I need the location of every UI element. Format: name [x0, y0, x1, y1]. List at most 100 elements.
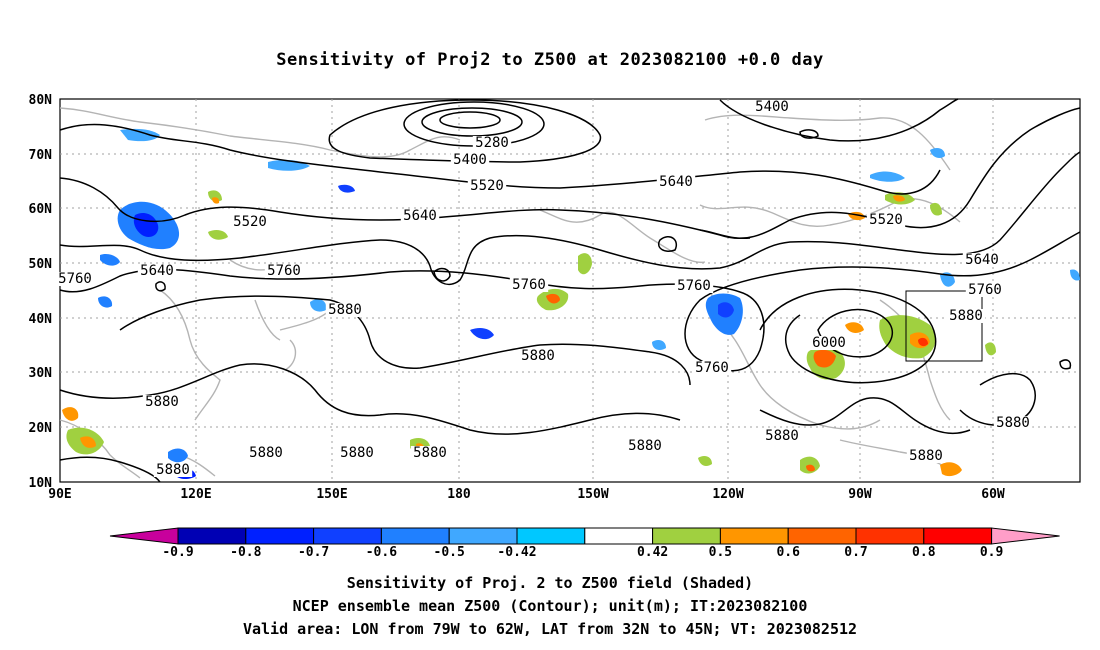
- caption-line-3: Valid area: LON from 79W to 62W, LAT fro…: [242, 620, 858, 638]
- lat-tick-label: 30N: [29, 366, 53, 381]
- colorbar-swatch: [380, 527, 450, 545]
- contour-label: 5880: [909, 448, 943, 464]
- colorbar-swatch: [584, 527, 654, 545]
- contour-label: 5880: [249, 445, 283, 461]
- shade-blob: [870, 171, 905, 182]
- contour-label-bg: [518, 349, 558, 363]
- lon-tick-label: 150W: [577, 487, 608, 502]
- shade-blob: [133, 213, 159, 237]
- colorbar-high-end: [991, 527, 1060, 545]
- colorbar-swatch: [787, 527, 857, 545]
- shade-blob: [698, 456, 712, 466]
- colorbar-swatch: [516, 527, 586, 545]
- contour-label: 5400: [453, 152, 487, 168]
- contour-label-bg: [809, 336, 849, 350]
- lat-tick-label: 60N: [29, 202, 53, 217]
- contour-label: 5760: [677, 278, 711, 294]
- lat-axis-labels: 80N 70N 60N 50N 40N 30N 20N 10N: [29, 93, 53, 491]
- shade-blob: [930, 148, 945, 158]
- shade-blob: [940, 462, 962, 477]
- shade-blob: [100, 253, 120, 266]
- shade-blob: [1070, 269, 1080, 281]
- lon-axis-labels: 90E 120E 150E 180 150W 120W 90W 60W: [48, 487, 1005, 502]
- lon-tick-label: 180: [447, 487, 471, 502]
- colorbar-label: 0.7: [844, 545, 867, 560]
- lat-tick-label: 70N: [29, 148, 53, 163]
- lat-tick-label: 20N: [29, 421, 53, 436]
- shade-blob: [845, 322, 864, 333]
- shade-blob: [212, 197, 220, 204]
- sensitivity-shading: [62, 128, 1080, 479]
- contour-label: 5640: [140, 263, 174, 279]
- colorbar-swatch: [855, 527, 925, 545]
- lon-tick-label: 120W: [712, 487, 743, 502]
- colorbar-swatch: [448, 527, 518, 545]
- colorbar-label: 0.9: [980, 545, 1003, 560]
- contour-label-bg: [946, 309, 986, 323]
- contour-label-bg: [450, 153, 490, 167]
- lat-tick-label: 50N: [29, 257, 53, 272]
- contour-label: 5640: [965, 252, 999, 268]
- colorbar-label: 0.5: [709, 545, 732, 560]
- shade-blob: [652, 340, 666, 350]
- lon-tick-label: 150E: [316, 487, 347, 502]
- contour-label: 5880: [628, 438, 662, 454]
- plot-title: Sensitivity of Proj2 to Z500 at 20230821…: [276, 50, 824, 70]
- contour-label: 5760: [58, 271, 92, 287]
- contour-label: 5880: [340, 445, 374, 461]
- colorbar-swatch: [652, 527, 721, 545]
- colorbar-label: -0.42: [497, 545, 536, 560]
- contour-label-bg: [625, 439, 665, 453]
- contour-label: 5640: [659, 174, 693, 190]
- contour-label-bg: [906, 449, 946, 463]
- contour-label: 5880: [413, 445, 447, 461]
- contour-label-bg: [142, 395, 182, 409]
- contour-label-bg: [153, 463, 193, 477]
- colorbar-label: -0.8: [230, 545, 261, 560]
- contour-label-bg: [692, 361, 732, 375]
- contour-label: 5520: [869, 212, 903, 228]
- contour-label: 5880: [328, 302, 362, 318]
- contour-label-bg: [656, 175, 696, 189]
- contour-label: 5280: [475, 135, 509, 151]
- contour-label-bg: [230, 215, 270, 229]
- shade-blob: [985, 342, 996, 356]
- shade-blob: [918, 337, 928, 347]
- contour-label-bg: [993, 416, 1033, 430]
- contour-label: 5880: [765, 428, 799, 444]
- contour-label: 5760: [968, 282, 1002, 298]
- contour-label: 5400: [755, 99, 789, 115]
- shade-blob: [98, 296, 113, 308]
- contour-label-bg: [467, 179, 507, 193]
- valid-area-box: [905, 290, 983, 362]
- contour-label: 5880: [996, 415, 1030, 431]
- contour-label-bg: [472, 136, 512, 150]
- lat-tick-label: 40N: [29, 312, 53, 327]
- caption-line-1: Sensitivity of Proj. 2 to Z500 field (Sh…: [346, 574, 754, 592]
- colorbar: -0.9 -0.8 -0.7 -0.6 -0.5 -0.42 0.42 0.5 0.6 0.7 0.…: [109, 527, 1060, 560]
- shade-blob: [208, 229, 228, 240]
- lat-tick-label: 10N: [29, 476, 53, 491]
- contour-label: 5880: [521, 348, 555, 364]
- contour-label-bg: [866, 213, 906, 227]
- lon-tick-label: 60W: [981, 487, 1005, 502]
- contour-label: 5880: [949, 308, 983, 324]
- contour-label-bg: [400, 209, 440, 223]
- caption-line-2: NCEP ensemble mean Z500 (Contour); unit(…: [292, 597, 808, 615]
- colorbar-swatch: [313, 527, 382, 545]
- shade-blob: [80, 436, 96, 448]
- shade-blob: [470, 327, 494, 340]
- colorbar-swatch: [923, 527, 993, 545]
- shade-blob: [718, 302, 734, 318]
- contour-label: 5880: [156, 462, 190, 478]
- colorbar-swatch: [177, 527, 247, 545]
- shade-blob: [120, 128, 160, 142]
- contour-label: 5520: [233, 214, 267, 230]
- z500-contours: [59, 98, 1081, 483]
- shade-blob: [168, 448, 188, 463]
- colorbar-label: -0.6: [366, 545, 397, 560]
- contour-label: 5760: [267, 263, 301, 279]
- shade-blob: [930, 202, 942, 216]
- colorbar-low-end: [109, 527, 179, 545]
- colorbar-swatch: [719, 527, 789, 545]
